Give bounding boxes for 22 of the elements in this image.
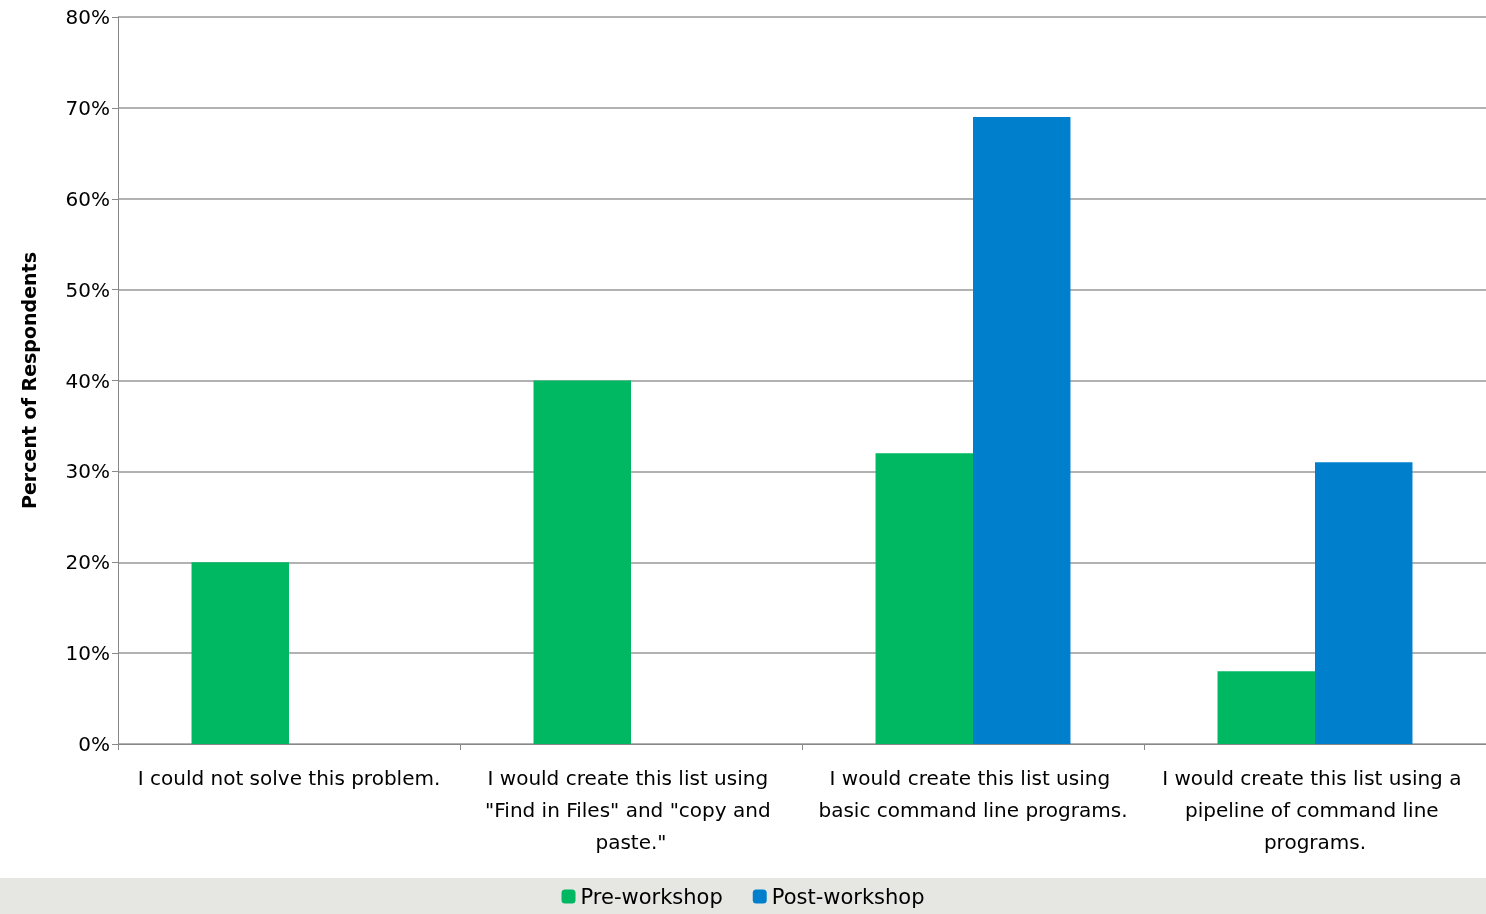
y-axis-title: Percent of Respondents — [17, 252, 40, 509]
y-tick-label: 50% — [65, 277, 110, 302]
y-tick-label: 10% — [65, 641, 110, 666]
x-tick-label: I would create this list using "Find in Files" and "copy and paste." — [485, 766, 777, 854]
bar — [875, 453, 973, 744]
legend-label: Pre-workshop — [580, 884, 723, 909]
y-tick-label: 60% — [65, 186, 110, 211]
x-tick-label: I would create this list using a pipeline of command line programs. — [1162, 766, 1468, 854]
bar — [1217, 671, 1315, 744]
y-tick-label: 30% — [65, 459, 110, 484]
bar — [191, 562, 289, 744]
y-tick-label: 40% — [65, 368, 110, 393]
x-tick-label: I could not solve this problem. — [137, 766, 441, 790]
y-tick-label: 70% — [65, 95, 110, 120]
x-tick-label: I would create this list using basic command line programs. — [818, 766, 1128, 822]
bar — [1315, 462, 1413, 744]
bar — [973, 116, 1071, 744]
bar — [533, 380, 631, 744]
y-tick-label: 0% — [78, 732, 110, 756]
y-tick-label: 80% — [65, 5, 110, 29]
y-tick-label: 20% — [65, 550, 110, 575]
legend-label: Post-workshop — [771, 884, 925, 909]
